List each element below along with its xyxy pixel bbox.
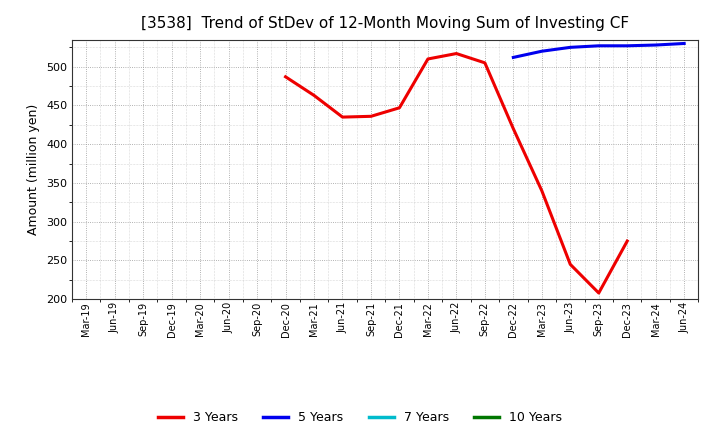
Legend: 3 Years, 5 Years, 7 Years, 10 Years: 3 Years, 5 Years, 7 Years, 10 Years bbox=[153, 407, 567, 429]
Title: [3538]  Trend of StDev of 12-Month Moving Sum of Investing CF: [3538] Trend of StDev of 12-Month Moving… bbox=[141, 16, 629, 32]
Y-axis label: Amount (million yen): Amount (million yen) bbox=[27, 104, 40, 235]
